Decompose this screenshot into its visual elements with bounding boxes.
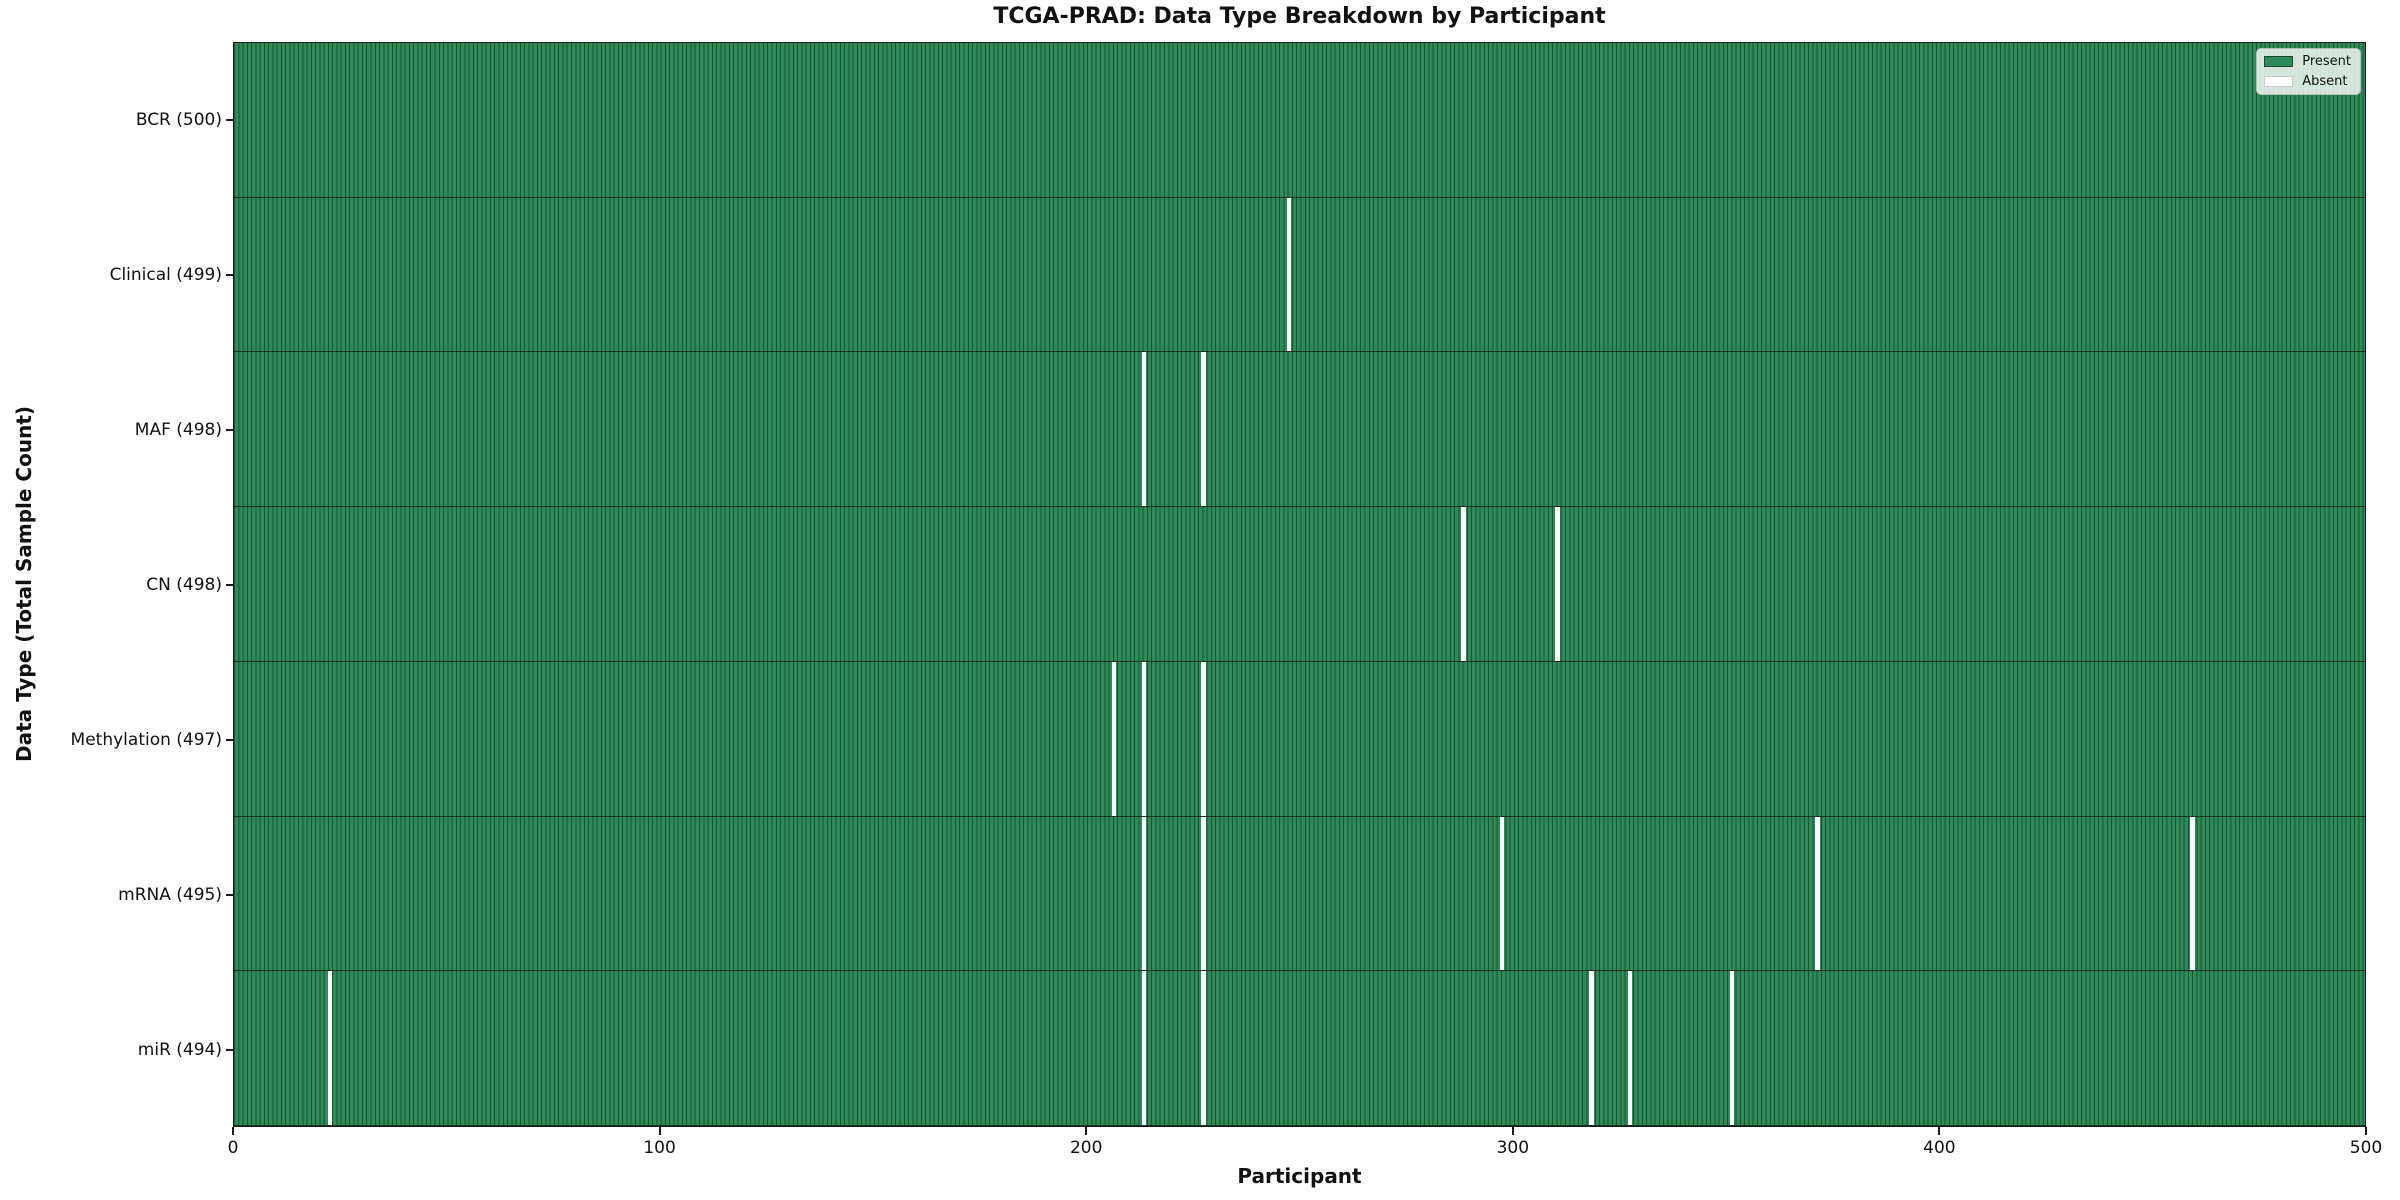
- y-tick-mark: [226, 1048, 233, 1051]
- row-mrna: [234, 816, 2365, 972]
- absent-gap: [1201, 661, 1206, 816]
- y-tick-mark: [226, 893, 233, 896]
- x-tick-label: 200: [1069, 1138, 1103, 1158]
- y-tick-label: Clinical (499): [109, 264, 222, 285]
- absent-gap: [1499, 816, 1505, 971]
- absent-gap: [327, 971, 333, 1126]
- absent-gap: [1286, 197, 1292, 352]
- legend-label: Present: [2302, 54, 2351, 69]
- row-mir: [234, 971, 2365, 1127]
- x-tick-label: 300: [1496, 1138, 1530, 1158]
- absent-gap: [1141, 816, 1147, 971]
- y-tick-mark: [226, 118, 233, 121]
- row-cn: [234, 507, 2365, 662]
- y-tick-label: MAF (498): [134, 419, 222, 440]
- absent-gap: [2190, 816, 2195, 971]
- x-axis-label: Participant: [1237, 1164, 1362, 1188]
- x-tick-label: 0: [227, 1138, 239, 1158]
- x-tick-mark: [658, 1127, 661, 1135]
- row-maf: [234, 352, 2365, 508]
- legend-entry-absent: Absent: [2264, 74, 2351, 89]
- legend-swatch-absent: [2264, 76, 2294, 87]
- absent-gap: [1201, 816, 1206, 971]
- absent-gap: [1627, 971, 1633, 1126]
- x-tick-mark: [232, 1127, 234, 1135]
- x-tick-mark: [2365, 1127, 2367, 1135]
- absent-gap: [1815, 816, 1820, 971]
- absent-gap: [1555, 507, 1560, 661]
- absent-gap: [1141, 352, 1147, 507]
- row-bcr: [234, 43, 2365, 198]
- absent-gap: [1201, 352, 1206, 507]
- absent-gap: [1201, 971, 1206, 1126]
- x-tick-mark: [1938, 1127, 1941, 1135]
- plot-area: Present Absent: [233, 42, 2366, 1127]
- y-tick-mark: [226, 428, 233, 431]
- legend-entry-present: Present: [2264, 54, 2351, 69]
- absent-gap: [1111, 661, 1117, 816]
- x-tick-label: 400: [1923, 1138, 1956, 1158]
- y-tick-mark: [226, 583, 233, 586]
- y-tick-mark: [226, 738, 233, 741]
- y-tick-label: mRNA (495): [118, 884, 222, 905]
- chart-title: TCGA-PRAD: Data Type Breakdown by Partic…: [993, 4, 1606, 29]
- x-tick-label: 500: [2349, 1138, 2383, 1158]
- y-tick-mark: [226, 273, 233, 276]
- absent-gap: [1729, 971, 1735, 1126]
- row-clinical: [234, 197, 2365, 353]
- y-tick-label: miR (494): [137, 1039, 222, 1060]
- absent-gap: [1589, 971, 1594, 1126]
- row-methylation: [234, 661, 2365, 817]
- absent-gap: [1141, 661, 1147, 816]
- x-tick-mark: [1085, 1127, 1088, 1135]
- y-tick-label: CN (498): [146, 574, 222, 595]
- y-tick-label: BCR (500): [135, 109, 222, 130]
- legend-label: Absent: [2302, 74, 2348, 89]
- x-tick-mark: [1511, 1127, 1514, 1135]
- x-tick-label: 100: [643, 1138, 676, 1158]
- legend-swatch-present: [2264, 56, 2294, 67]
- absent-gap: [1141, 971, 1147, 1126]
- legend: Present Absent: [2256, 48, 2361, 95]
- absent-gap: [1461, 507, 1466, 661]
- y-tick-label: Methylation (497): [70, 729, 222, 750]
